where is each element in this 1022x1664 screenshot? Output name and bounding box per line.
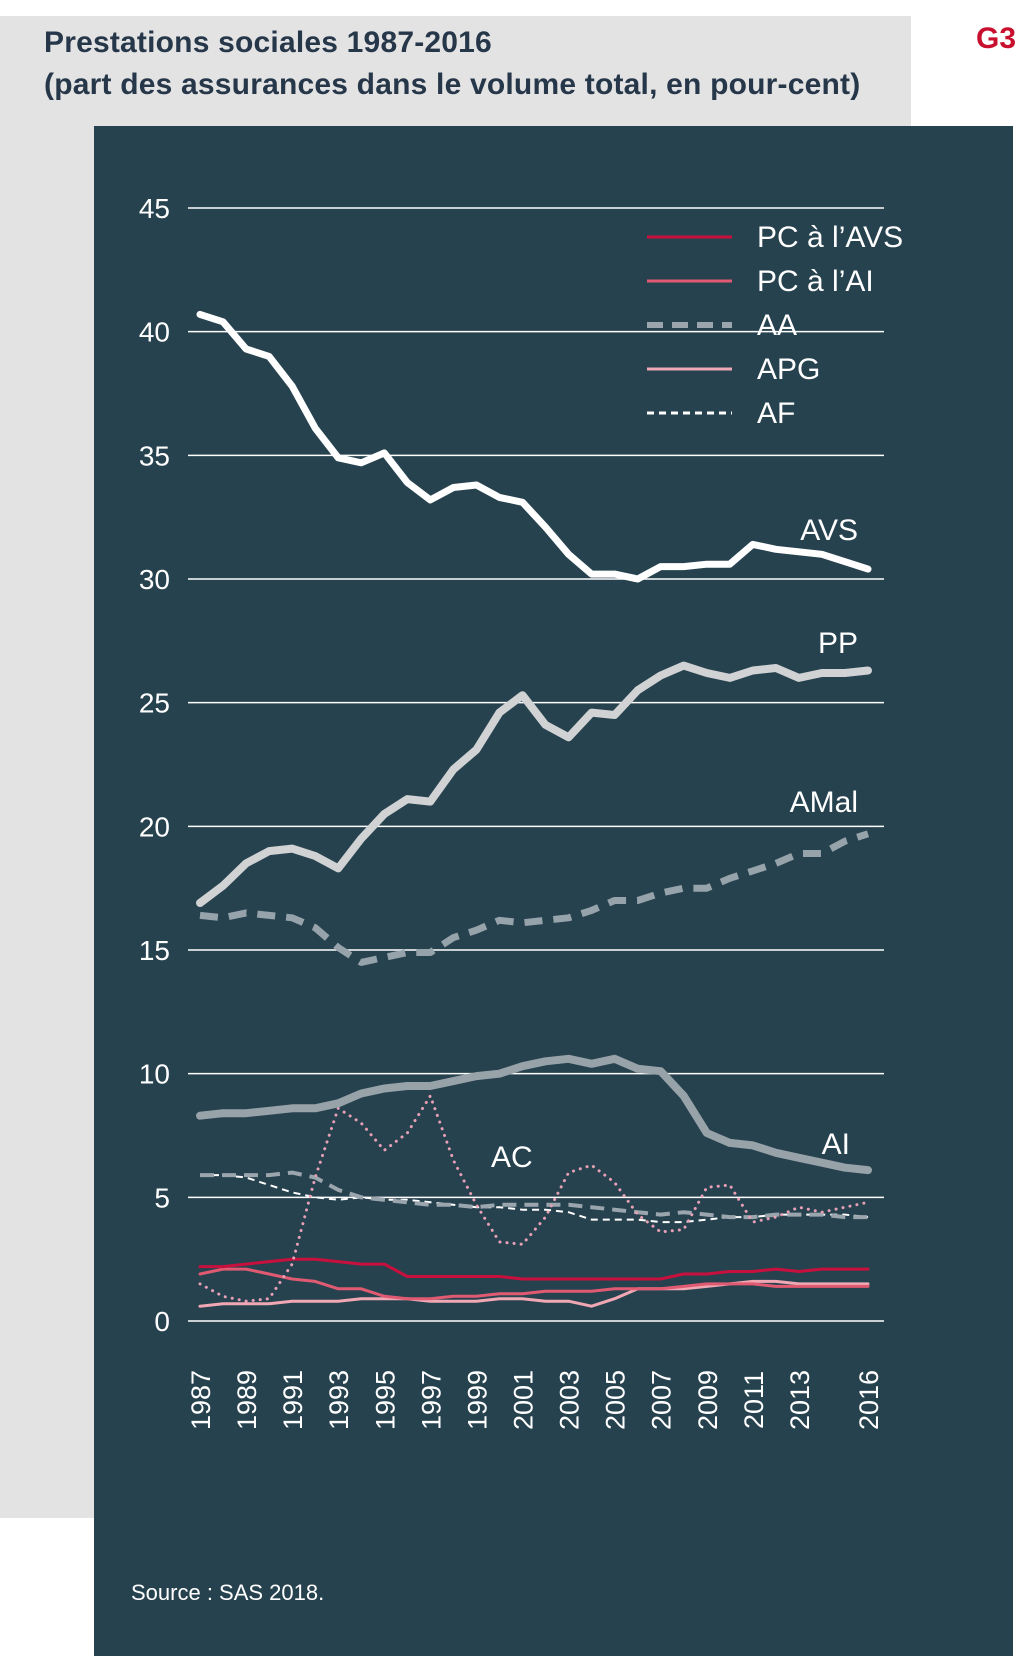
series-line-amal xyxy=(199,830,870,966)
x-tick-label: 2001 xyxy=(508,1370,538,1430)
x-tick-label: 2013 xyxy=(785,1370,815,1430)
legend-label: PC à l’AVS xyxy=(757,221,903,254)
x-tick-label: 2011 xyxy=(739,1371,769,1429)
x-tick-label: 2005 xyxy=(601,1370,631,1430)
x-tick-label: 1995 xyxy=(370,1370,400,1430)
series-line-pp xyxy=(196,661,872,907)
y-tick-label: 0 xyxy=(154,1306,170,1337)
series-label: AVS xyxy=(800,514,858,547)
series-line-ai xyxy=(196,1054,872,1175)
y-tick-label: 40 xyxy=(139,317,170,348)
y-tick-label: 5 xyxy=(154,1182,170,1213)
series-line-pc-l-ai xyxy=(198,1267,870,1301)
y-tick-label: 25 xyxy=(139,688,170,719)
x-tick-label: 1993 xyxy=(324,1370,354,1430)
series-line-aa xyxy=(200,1170,868,1220)
y-tick-label: 45 xyxy=(139,193,170,224)
legend-label: APG xyxy=(757,353,820,386)
chart-title: Prestations sociales 1987-2016 xyxy=(44,26,492,59)
x-tick-label: 1991 xyxy=(278,1370,308,1430)
x-tick-label: 2009 xyxy=(693,1370,723,1430)
series-line-apg xyxy=(198,1279,870,1308)
x-tick-label: 2016 xyxy=(854,1370,884,1430)
legend-label: AF xyxy=(757,397,795,430)
y-tick-label: 15 xyxy=(139,935,170,966)
x-tick-label: 1997 xyxy=(416,1370,446,1430)
series-label: AC xyxy=(491,1141,533,1174)
legend-label: PC à l’AI xyxy=(757,265,874,298)
y-tick-label: 10 xyxy=(139,1059,170,1090)
x-tick-label: 1987 xyxy=(186,1370,216,1430)
y-tick-label: 30 xyxy=(139,564,170,595)
y-tick-label: 35 xyxy=(139,440,170,471)
figure-tag: G3 xyxy=(976,22,1017,55)
chart-title-block: Prestations sociales 1987-2016 (part des… xyxy=(44,22,860,106)
x-tick-label: 1989 xyxy=(232,1370,262,1430)
x-tick-label: 2003 xyxy=(555,1370,585,1430)
x-tick-label: 1999 xyxy=(462,1370,492,1430)
series-line-pc-l-avs xyxy=(198,1257,870,1281)
series-label: AMal xyxy=(790,786,858,819)
series-line-avs xyxy=(196,310,872,583)
series-label: PP xyxy=(818,627,858,660)
y-tick-label: 20 xyxy=(139,811,170,842)
series-label: AI xyxy=(822,1128,850,1161)
chart-panel xyxy=(94,126,1013,1656)
chart-subtitle: (part des assurances dans le volume tota… xyxy=(44,68,861,101)
legend-label: AA xyxy=(757,309,797,342)
x-tick-label: 2007 xyxy=(647,1370,677,1430)
source-note: Source : SAS 2018. xyxy=(131,1580,325,1605)
